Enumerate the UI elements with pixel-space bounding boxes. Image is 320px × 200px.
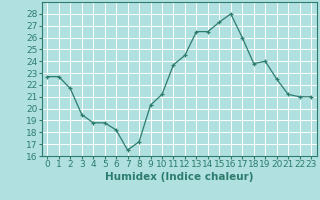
X-axis label: Humidex (Indice chaleur): Humidex (Indice chaleur) — [105, 172, 253, 182]
